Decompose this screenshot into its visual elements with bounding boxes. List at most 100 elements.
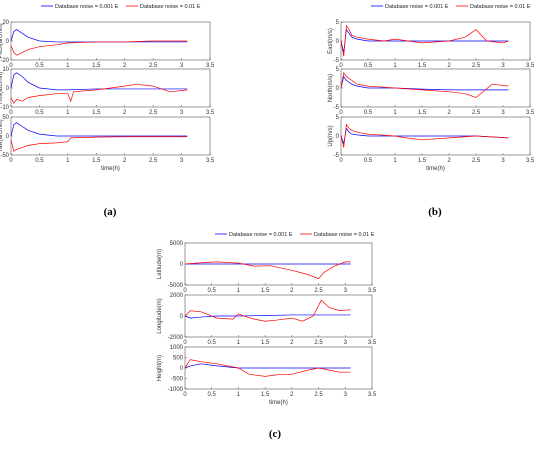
x-tick-label: 2 — [123, 158, 127, 164]
y-axis-label: North(m/s) — [328, 74, 334, 102]
x-tick-label: 0.5 — [208, 288, 217, 294]
y-tick-label: 5 — [336, 115, 340, 121]
x-tick-label: 1.5 — [418, 158, 427, 164]
x-tick-label: 0 — [183, 340, 187, 346]
series-line-2 — [340, 24, 509, 57]
y-axis-label: Roll(arcmin) — [0, 72, 4, 104]
figure-caption: (b) — [428, 206, 442, 218]
y-tick-label: -10 — [0, 105, 9, 111]
x-tick-label: 2 — [290, 288, 294, 294]
x-tick-label: 1 — [393, 158, 397, 164]
series-line-2 — [10, 83, 188, 104]
panel-3: 0 0.5 1 1.5 2 2.5 3 3.5 -1000 -500 0 500 1000 Height(… — [157, 345, 377, 398]
y-tick-label: -50 — [0, 153, 9, 159]
x-tick-label: 0.5 — [35, 158, 44, 164]
x-tick-label: 1 — [393, 63, 397, 69]
x-tick-label: 2 — [447, 63, 451, 69]
x-tick-label: 1 — [66, 63, 70, 69]
x-tick-label: 2.5 — [314, 288, 323, 294]
x-axis-label: time(h) — [426, 166, 445, 172]
x-tick-label: 3 — [501, 110, 505, 116]
legend-label-2: Database noise = 0.01 E — [314, 232, 375, 238]
x-tick-label: 3.5 — [206, 110, 215, 116]
y-tick-label: 50 — [2, 115, 9, 121]
y-axis-label: Latitude(m) — [157, 249, 163, 279]
x-tick-label: 1.5 — [418, 110, 427, 116]
x-tick-label: 3.5 — [206, 158, 215, 164]
y-tick-label: 5000 — [170, 241, 184, 247]
x-tick-label: 3.5 — [526, 110, 535, 116]
legend-label-2: Database noise = 0.01 E — [470, 4, 531, 10]
x-tick-label: 3.5 — [368, 340, 377, 346]
y-tick-label: 0 — [336, 39, 340, 45]
y-axis-label: Longitude(m) — [157, 298, 163, 333]
x-tick-label: 3 — [180, 110, 184, 116]
x-tick-label: 3 — [180, 63, 184, 69]
x-tick-label: 3.5 — [526, 158, 535, 164]
x-tick-label: 1.5 — [261, 288, 270, 294]
legend-label-1: Database noise = 0.001 E — [229, 232, 293, 238]
x-tick-label: 0 — [339, 110, 343, 116]
x-tick-label: 1 — [66, 110, 70, 116]
x-tick-label: 3.5 — [368, 392, 377, 398]
x-tick-label: 3 — [344, 392, 348, 398]
legend-label-1: Database noise = 0.001 E — [55, 4, 119, 10]
x-tick-label: 3 — [501, 158, 505, 164]
x-tick-label: 1.5 — [92, 63, 101, 69]
x-tick-label: 2 — [290, 340, 294, 346]
y-tick-label: -5000 — [168, 283, 184, 289]
y-tick-label: 10 — [2, 67, 9, 73]
y-tick-label: -500 — [171, 377, 184, 383]
x-tick-label: 0.5 — [364, 110, 373, 116]
series-line-2 — [184, 299, 351, 322]
x-tick-label: 0 — [183, 392, 187, 398]
x-tick-label: 1 — [393, 110, 397, 116]
x-tick-label: 2.5 — [472, 158, 481, 164]
y-tick-label: 5 — [336, 67, 340, 73]
x-tick-label: 2.5 — [314, 340, 323, 346]
series-line-1 — [10, 122, 188, 137]
x-tick-label: 0.5 — [208, 340, 217, 346]
x-tick-label: 3.5 — [206, 63, 215, 69]
x-tick-label: 0.5 — [364, 63, 373, 69]
x-tick-label: 2.5 — [149, 158, 158, 164]
y-tick-label: 1000 — [170, 345, 184, 351]
x-tick-label: 3 — [344, 288, 348, 294]
y-tick-label: 0 — [180, 262, 184, 268]
y-tick-label: 0 — [336, 134, 340, 140]
series-line-1 — [184, 314, 351, 319]
series-line-2 — [340, 123, 509, 148]
x-tick-label: 0 — [183, 288, 187, 294]
y-axis-label: Yaw(arcmin) — [0, 119, 4, 152]
y-tick-label: 0 — [6, 134, 10, 140]
chart-legend: Database noise = 0.001 E Database noise =… — [215, 232, 375, 238]
x-axis-label: time(h) — [269, 400, 288, 406]
y-tick-label: 0 — [180, 366, 184, 372]
y-tick-label: -20 — [0, 58, 9, 64]
x-axis-label: time(h) — [101, 166, 120, 172]
chart-2: Database noise = 0.001 E Database noise =… — [328, 4, 535, 218]
x-tick-label: 0 — [9, 110, 13, 116]
x-tick-label: 1 — [237, 392, 241, 398]
x-tick-label: 1.5 — [92, 110, 101, 116]
figure-caption: (c) — [269, 428, 282, 440]
y-tick-label: -2000 — [168, 335, 184, 341]
y-axis-label: East(m/s) — [328, 28, 334, 54]
series-line-2 — [184, 261, 351, 280]
x-tick-label: 3.5 — [368, 288, 377, 294]
series-line-2 — [10, 40, 188, 56]
y-tick-label: 5 — [336, 20, 340, 26]
x-tick-label: 2 — [447, 158, 451, 164]
legend-label-1: Database noise = 0.001 E — [385, 4, 449, 10]
series-line-2 — [184, 359, 351, 377]
x-tick-label: 0 — [9, 158, 13, 164]
y-tick-label: 20 — [2, 20, 9, 26]
x-tick-label: 0 — [9, 63, 13, 69]
x-tick-label: 3 — [501, 63, 505, 69]
